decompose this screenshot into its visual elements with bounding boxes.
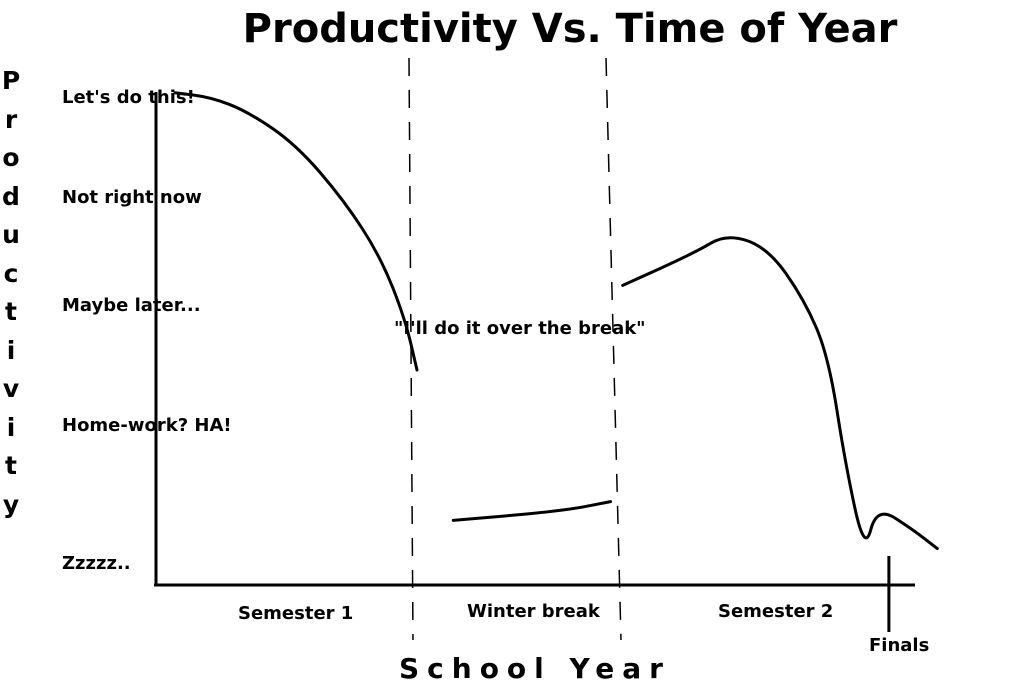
y-tick-label: Maybe later... xyxy=(62,295,201,316)
x-axis-label: School Year xyxy=(399,652,671,685)
productivity-series-line xyxy=(451,500,613,522)
y-axis-label-letter: i xyxy=(6,335,16,365)
productivity-series-line xyxy=(173,91,419,372)
y-axis-label-letter: t xyxy=(5,297,17,326)
period-dividers xyxy=(408,57,622,641)
y-axis-label-letter: v xyxy=(2,374,20,403)
y-axis-label-letter: d xyxy=(2,181,20,211)
chart-title: Productivity Vs. Time of Year xyxy=(242,6,898,52)
y-tick-label: Not right now xyxy=(62,187,202,208)
y-axis-label-letter: i xyxy=(6,412,16,442)
y-axis-label-letter: y xyxy=(2,489,20,519)
productivity-series-line xyxy=(621,236,939,551)
x-tick-label: Semester 1 xyxy=(238,603,354,624)
semester-2-start-divider xyxy=(605,57,622,641)
y-axis-label-letter: c xyxy=(3,258,19,288)
x-tick-label: Semester 2 xyxy=(718,601,834,622)
y-tick-label: Let's do this! xyxy=(62,87,195,108)
series-layer xyxy=(173,91,939,551)
break-annotation: "I'll do it over the break" xyxy=(394,318,646,339)
x-tick-label: Winter break xyxy=(467,601,600,622)
y-axis-label-letter: r xyxy=(4,104,18,134)
y-axis-label-letter: u xyxy=(2,220,20,249)
y-axis-label-letter: P xyxy=(1,66,21,95)
y-axis-label-letter: o xyxy=(2,143,20,172)
y-tick-label: Zzzzz.. xyxy=(62,553,131,574)
finals-label: Finals xyxy=(869,635,930,656)
y-axis-label-letter: t xyxy=(5,451,17,480)
chart-axes xyxy=(154,92,915,587)
y-tick-label: Home-work? HA! xyxy=(62,415,232,436)
